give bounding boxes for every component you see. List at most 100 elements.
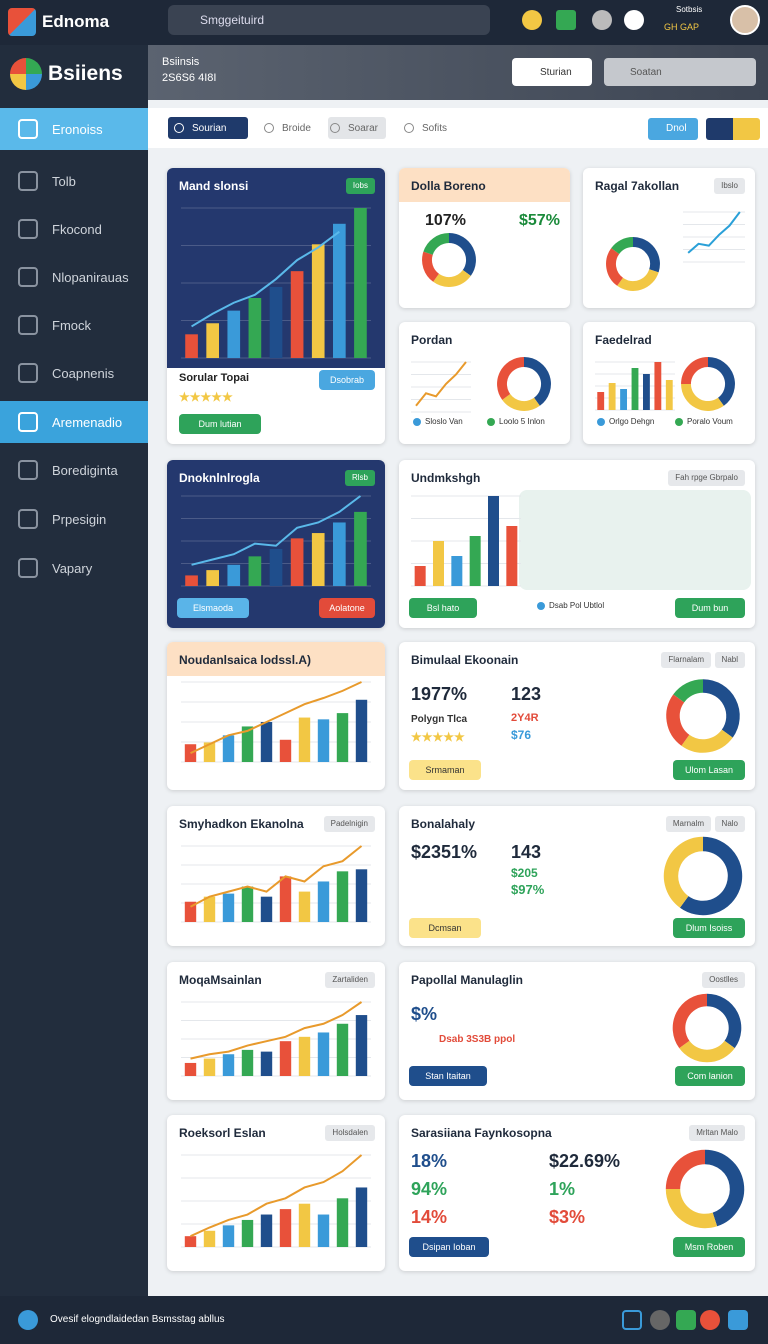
trend-line [190,1001,363,1060]
stat: $97% [511,882,545,897]
nav-icon[interactable] [18,558,38,578]
bar [203,1230,216,1247]
legend-swatch [597,418,605,426]
tab[interactable]: Sofits [422,123,448,134]
nav-icon[interactable] [18,171,38,191]
donut-segment [497,357,525,400]
donut-segment [673,679,704,703]
nav-icon[interactable] [18,119,38,139]
search-box[interactable] [168,5,490,35]
nav-active [0,108,148,150]
bar [222,1054,235,1076]
nav-item[interactable]: Prpesigin [52,512,107,527]
bar [665,380,673,410]
nav-icon[interactable] [18,315,38,335]
stat: Dsab 3S3B ppol [439,1034,516,1045]
icon[interactable] [556,10,576,30]
button[interactable]: Bsl hato [409,598,477,618]
nav-item[interactable]: Vapary [52,561,93,576]
footer-icon[interactable] [700,1310,720,1330]
card-graphics [167,642,385,763]
bar [451,556,463,586]
bar [317,719,330,762]
button[interactable]: Dsobrab [319,370,375,390]
tab-icon[interactable] [706,118,760,140]
card: Noudanlsaica lodssl.A) [167,642,385,790]
button[interactable]: Msm Roben [673,1237,745,1257]
donut-segment [681,729,733,753]
brand: Bsiiens [48,62,123,85]
nav-item[interactable]: Fkocond [52,222,102,237]
button[interactable]: Ulom Lasan [673,760,745,780]
bar [631,368,639,410]
footer-icon[interactable] [622,1310,642,1330]
donut-segment [679,1040,735,1063]
button[interactable]: Aolatone [319,598,375,618]
bar [355,1015,368,1076]
button[interactable]: Dum lutian [179,414,261,434]
button[interactable]: Dlum Isoiss [673,918,745,938]
button[interactable]: Dum bun [675,598,745,618]
card-graphics [672,993,742,1063]
bar [241,886,254,922]
button[interactable]: Dsipan Ioban [409,1237,489,1257]
bar [311,244,325,358]
icon[interactable] [624,10,644,30]
button[interactable]: Com lanion [675,1066,745,1086]
badge: Holsdalen [325,1125,375,1141]
card-header [167,642,385,676]
button[interactable]: Dcmsan [409,918,481,938]
nav-item[interactable]: Tolb [52,174,76,189]
card-graphics [167,168,385,368]
bar [336,1198,349,1247]
bar [203,1058,216,1076]
stat: ★★★★★ [179,390,233,404]
nav-icon[interactable] [18,460,38,480]
bar [279,876,292,922]
bar [414,566,426,586]
tab[interactable]: Sourian [192,123,227,134]
bar [643,374,650,410]
nav-icon[interactable] [18,509,38,529]
tab[interactable]: Soarar [348,123,379,134]
nav-icon[interactable] [18,267,38,287]
nav-icon[interactable] [18,412,38,432]
nav-item[interactable]: Nlopanirauas [52,270,129,285]
nav-icon[interactable] [18,219,38,239]
legend-item: Sloslo Van [425,417,463,426]
icon[interactable] [522,10,542,30]
footer-icon[interactable] [728,1310,748,1330]
nav-item[interactable]: Eronoiss [52,122,103,137]
bar [620,389,627,410]
footer-icon[interactable] [676,1310,696,1330]
header-button[interactable] [604,58,756,86]
tab-action[interactable] [648,118,698,140]
header-button-text: Soatan [630,67,662,78]
button[interactable]: Stan Itaitan [409,1066,487,1086]
brand-icon [10,58,42,90]
trend-line [190,1154,363,1238]
tab[interactable]: Broide [282,123,311,134]
stat: 1977% [411,684,468,704]
card-graphics [595,357,735,411]
bar [311,533,325,586]
button[interactable]: Srmaman [409,760,481,780]
icon[interactable] [592,10,612,30]
button[interactable]: Elsmaoda [177,598,249,618]
bar [269,548,283,586]
nav-item[interactable]: Coapnenis [52,366,115,381]
logo-icon [8,8,36,36]
nav-item[interactable]: Fmock [52,318,91,333]
bar [355,869,368,922]
header-button[interactable] [512,58,592,86]
footer-icon[interactable] [650,1310,670,1330]
donut-segment [666,694,690,746]
nav-item[interactable]: Borediginta [52,463,118,478]
bar [354,511,367,586]
nav-item[interactable]: Aremenadio [52,415,123,430]
nav-icon[interactable] [18,363,38,383]
avatar[interactable] [730,5,760,35]
card-title: Dnoknlnlrogla [179,471,260,485]
bar [336,871,349,922]
trend-line [415,361,467,407]
